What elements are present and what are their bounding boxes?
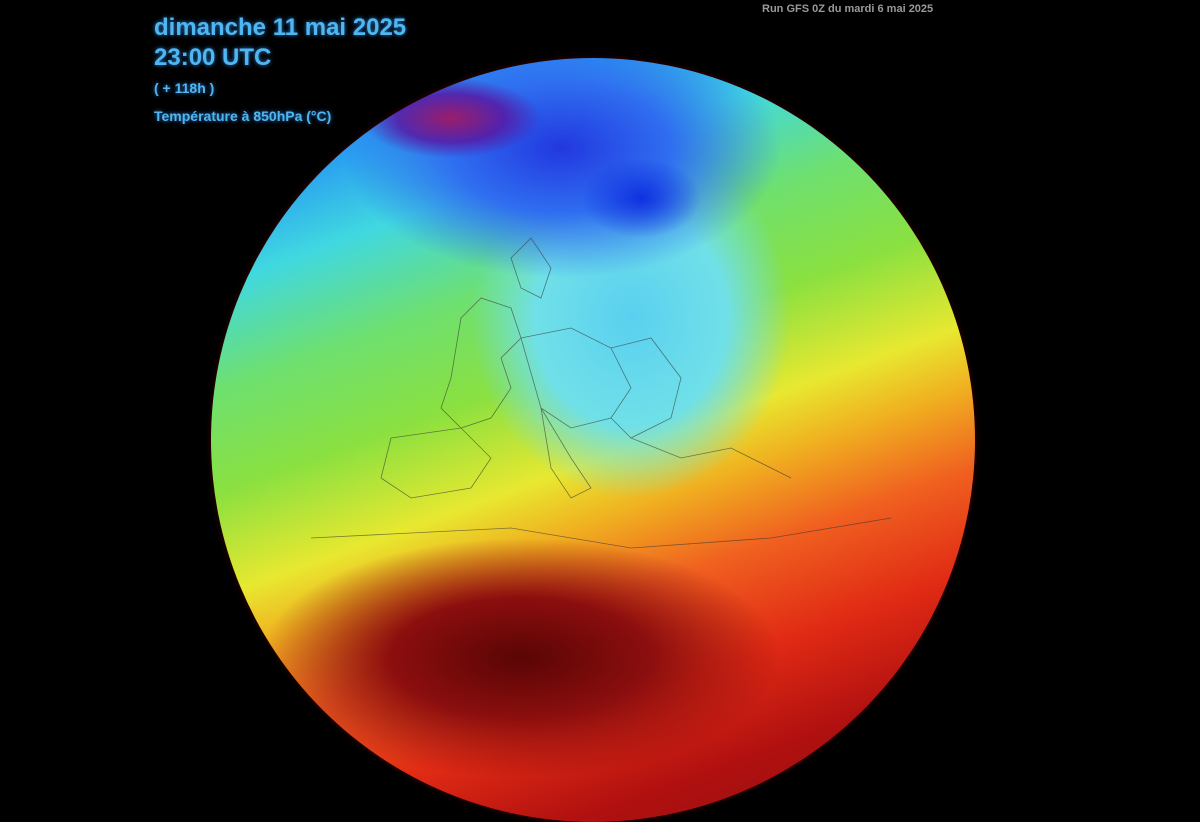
lead-time: ( + 118h ): [154, 80, 215, 96]
forecast-date: dimanche 11 mai 2025: [154, 14, 407, 41]
model-run-label: Run GFS 0Z du mardi 6 mai 2025: [762, 3, 934, 15]
temperature-globe-map: [211, 58, 975, 822]
parameter-label: Température à 850hPa (°C): [154, 108, 332, 124]
country-borders: [310, 237, 892, 549]
forecast-time: 23:00 UTC: [154, 44, 272, 71]
